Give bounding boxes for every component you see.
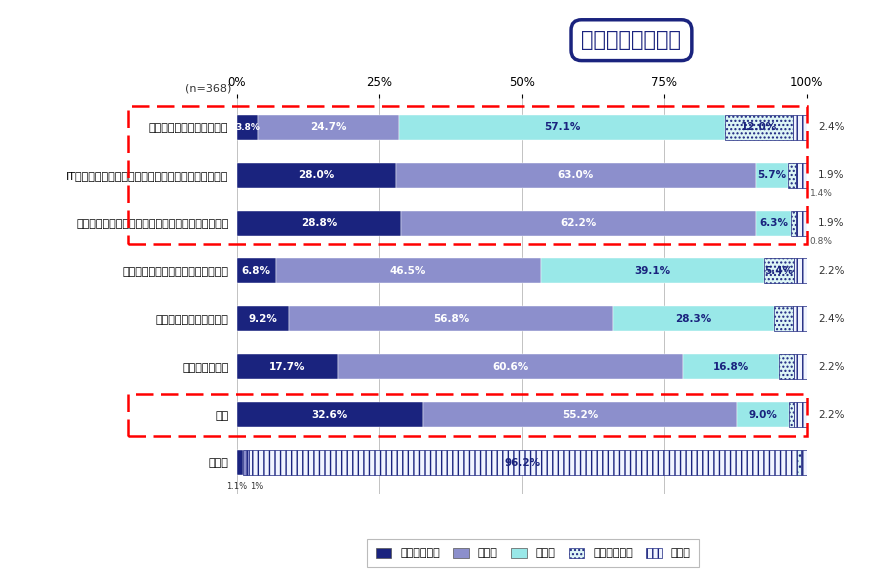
Bar (795, 402, 807, 427)
Bar (275, 258, 540, 284)
Text: 39.1%: 39.1% (634, 266, 670, 276)
Bar (129, 106, 807, 244)
Bar (779, 354, 795, 379)
Bar (764, 258, 795, 284)
Bar (237, 258, 275, 284)
Bar (791, 211, 796, 235)
Bar (243, 450, 249, 475)
Text: (n=368): (n=368) (185, 84, 232, 94)
Text: 24.7%: 24.7% (310, 122, 347, 132)
Text: 60.6%: 60.6% (492, 362, 529, 372)
Text: 2.2%: 2.2% (818, 410, 845, 420)
Text: 96.2%: 96.2% (505, 457, 541, 467)
Text: 17.7%: 17.7% (269, 362, 305, 372)
Bar (338, 354, 683, 379)
Bar (237, 162, 396, 188)
Text: 12.0%: 12.0% (741, 122, 777, 132)
Bar (796, 162, 807, 188)
Bar (289, 307, 613, 331)
Bar (259, 115, 399, 139)
Text: 57.1%: 57.1% (544, 122, 581, 132)
Bar (738, 402, 788, 427)
Bar (423, 402, 738, 427)
Bar (774, 307, 793, 331)
Bar (399, 115, 724, 139)
Text: 1%: 1% (250, 482, 263, 491)
Bar (793, 115, 807, 139)
Text: 9.0%: 9.0% (748, 410, 777, 420)
Bar (795, 354, 807, 379)
Text: 6.3%: 6.3% (759, 218, 788, 228)
Text: 1.4%: 1.4% (809, 189, 832, 198)
Text: 6.8%: 6.8% (242, 266, 271, 276)
Bar (724, 115, 793, 139)
Bar (788, 162, 796, 188)
Text: 16.8%: 16.8% (713, 362, 749, 372)
Text: 2.4%: 2.4% (818, 314, 845, 324)
Text: 5.4%: 5.4% (765, 266, 794, 276)
Bar (793, 307, 807, 331)
Text: 62.2%: 62.2% (560, 218, 596, 228)
Text: 55.2%: 55.2% (562, 410, 598, 420)
Bar (801, 450, 807, 475)
Bar (797, 450, 801, 475)
Bar (683, 354, 779, 379)
Bar (795, 258, 807, 284)
Bar (796, 211, 807, 235)
Text: 9.2%: 9.2% (248, 314, 277, 324)
Bar (613, 307, 774, 331)
Bar (540, 258, 764, 284)
Text: 56.8%: 56.8% (433, 314, 469, 324)
Bar (129, 394, 807, 436)
Text: 46.5%: 46.5% (390, 266, 426, 276)
Text: 28.3%: 28.3% (675, 314, 712, 324)
Bar (237, 307, 289, 331)
Bar (237, 211, 401, 235)
Text: 0.8%: 0.8% (809, 236, 832, 246)
Bar (755, 211, 791, 235)
Text: 1.9%: 1.9% (818, 218, 845, 228)
Text: 28.8%: 28.8% (301, 218, 337, 228)
Text: 28.0%: 28.0% (298, 170, 335, 180)
Text: 1.1%: 1.1% (226, 482, 247, 491)
Text: 2.2%: 2.2% (818, 266, 845, 276)
Bar (237, 115, 259, 139)
Bar (788, 402, 795, 427)
Text: 63.0%: 63.0% (558, 170, 594, 180)
Text: 2.4%: 2.4% (818, 122, 845, 132)
Text: 2.2%: 2.2% (818, 362, 845, 372)
Text: 32.6%: 32.6% (311, 410, 348, 420)
Bar (237, 450, 243, 475)
Text: 5.7%: 5.7% (757, 170, 787, 180)
Text: 1.9%: 1.9% (818, 170, 845, 180)
Bar (237, 402, 423, 427)
Legend: 非常に大きい, 大きい, 小さい, まったくない, 無回答: 非常に大きい, 大きい, 小さい, まったくない, 無回答 (367, 539, 700, 567)
Bar (401, 211, 755, 235)
Bar (237, 354, 338, 379)
Text: 3.8%: 3.8% (235, 123, 260, 132)
Bar (249, 450, 797, 475)
Bar (396, 162, 755, 188)
Bar (755, 162, 788, 188)
Text: 企業向け調査結果: 企業向け調査結果 (581, 30, 681, 50)
